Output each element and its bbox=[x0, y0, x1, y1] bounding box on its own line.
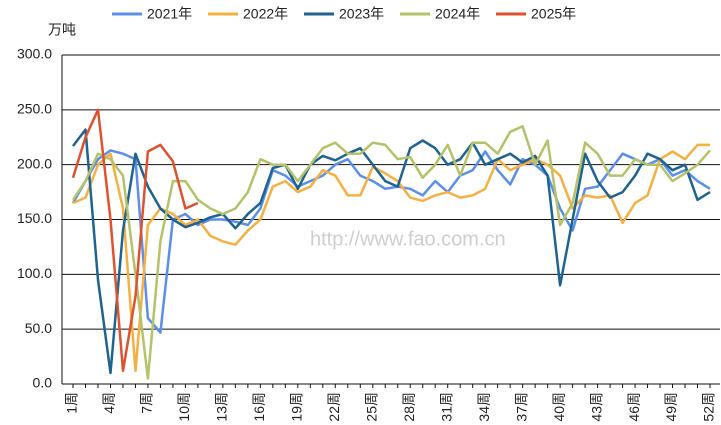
y-tick-label: 100.0 bbox=[17, 265, 52, 281]
legend-label: 2024年 bbox=[435, 6, 480, 22]
y-tick-label: 200.0 bbox=[17, 155, 52, 171]
legend-label: 2022年 bbox=[243, 6, 288, 22]
x-tick-label: 34周 bbox=[476, 392, 492, 422]
x-tick-label: 37周 bbox=[513, 392, 529, 422]
y-tick-label: 250.0 bbox=[17, 101, 52, 117]
x-tick-label: 25周 bbox=[363, 392, 379, 422]
x-tick-label: 46周 bbox=[626, 392, 642, 422]
y-tick-label: 150.0 bbox=[17, 210, 52, 226]
watermark: http://www.fao.com.cn bbox=[310, 228, 506, 250]
x-tick-label: 31周 bbox=[438, 392, 454, 422]
y-tick-label: 300.0 bbox=[17, 46, 52, 62]
x-tick-label: 43周 bbox=[588, 392, 604, 422]
x-tick-label: 19周 bbox=[289, 392, 305, 422]
series-line bbox=[71, 108, 199, 373]
x-tick-label: 40周 bbox=[551, 392, 567, 422]
y-tick-label: 0.0 bbox=[33, 375, 53, 391]
series-line bbox=[72, 143, 710, 373]
x-tick-label: 22周 bbox=[326, 392, 342, 422]
y-tick-label: 50.0 bbox=[25, 320, 52, 336]
x-tick-label: 13周 bbox=[214, 392, 230, 422]
legend-label: 2025年 bbox=[531, 6, 576, 22]
x-tick-label: 16周 bbox=[251, 392, 267, 422]
series-line bbox=[71, 149, 711, 334]
x-tick-label: 10周 bbox=[176, 392, 192, 422]
x-tick-label: 52周 bbox=[701, 392, 717, 422]
x-tick-label: 1周 bbox=[64, 392, 80, 414]
legend-label: 2021年 bbox=[147, 6, 192, 22]
y-axis-label: 万吨 bbox=[48, 22, 76, 38]
x-tick-label: 49周 bbox=[663, 392, 679, 422]
x-tick-label: 4周 bbox=[101, 392, 117, 414]
series-line bbox=[72, 128, 711, 375]
x-tick-label: 28周 bbox=[401, 392, 417, 422]
x-tick-label: 7周 bbox=[139, 392, 155, 414]
legend-label: 2023年 bbox=[339, 6, 384, 22]
